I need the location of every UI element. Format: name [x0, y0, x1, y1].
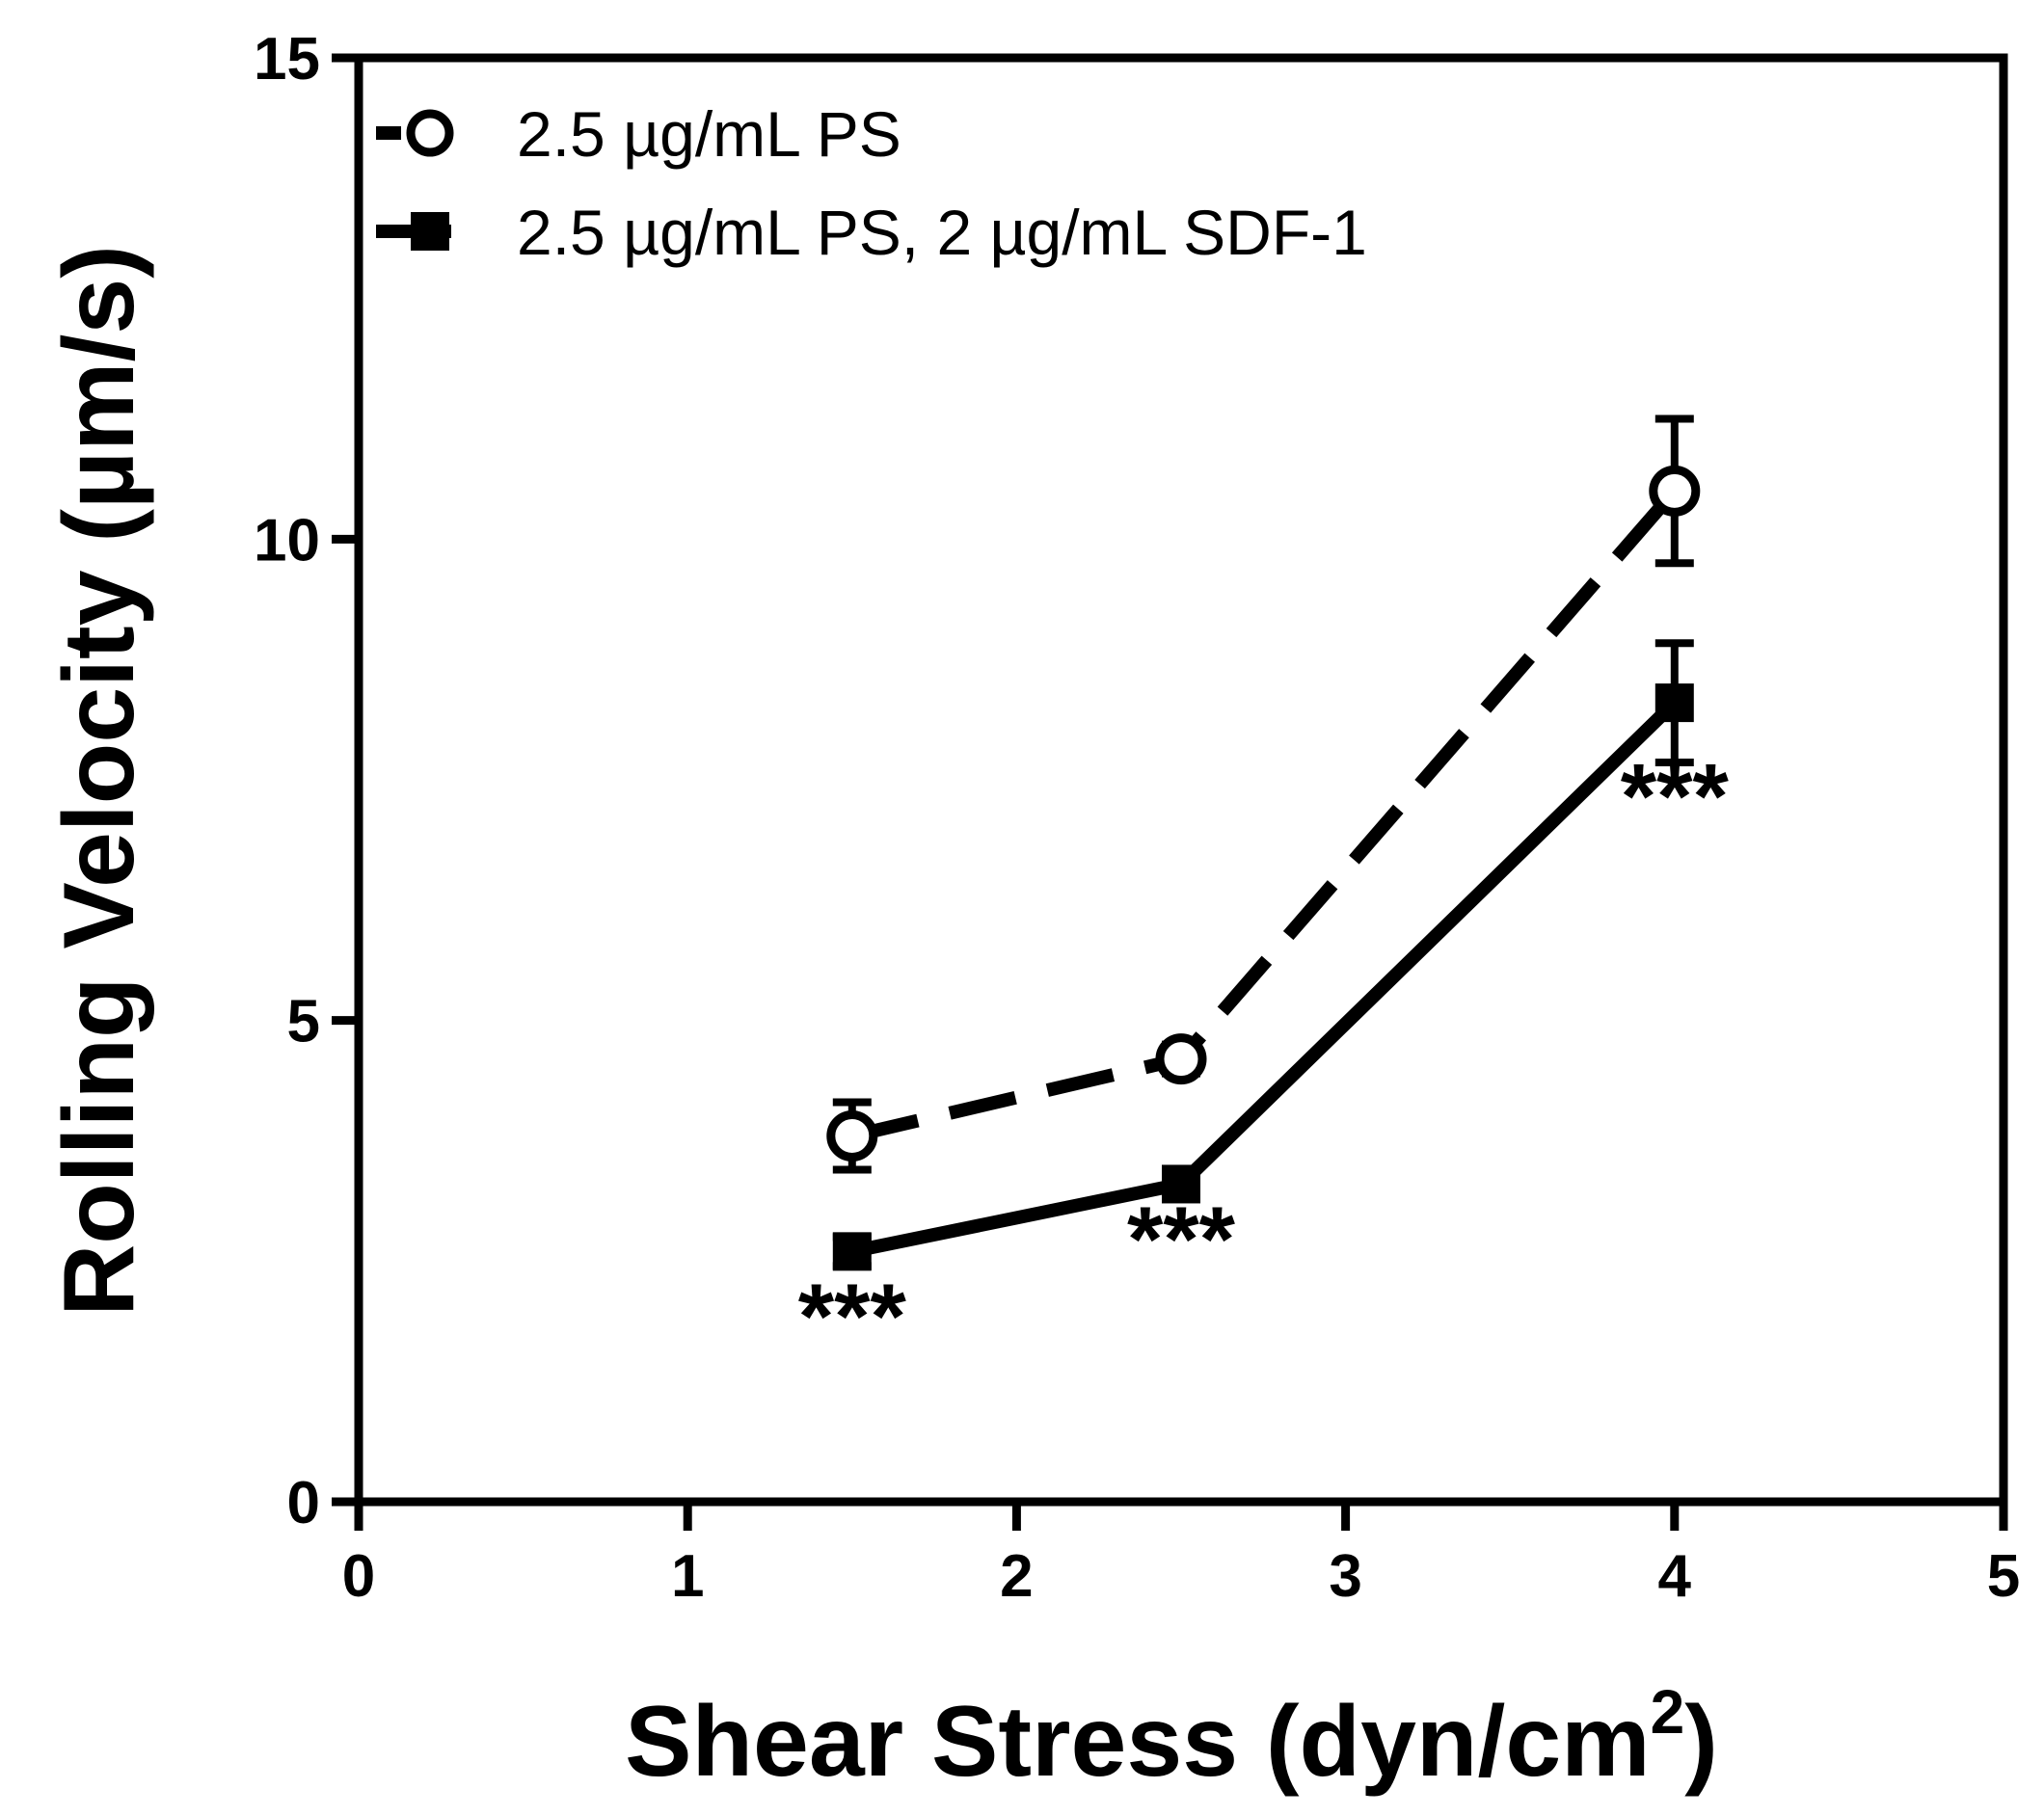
x-tick-label: 4 [1658, 1543, 1692, 1610]
data-point-square [1162, 1164, 1200, 1204]
significance-marker: *** [1127, 1188, 1236, 1291]
x-axis-title-end: ) [1684, 1686, 1718, 1798]
series-line [850, 698, 1680, 1259]
legend-square-marker [411, 212, 449, 251]
data-point-circle [1155, 1033, 1207, 1085]
x-axis-title: Shear Stress (dyn/cm2) [625, 1677, 1718, 1798]
y-tick-label: 10 [254, 507, 320, 574]
significance-annotations: *** *** *** [798, 745, 1730, 1368]
legend: 2.5 µg/mL PS 2.5 µg/mL PS, 2 µg/mL SDF-1 [376, 98, 1367, 268]
x-tick-label: 2 [1000, 1543, 1033, 1610]
legend-label: 2.5 µg/mL PS [517, 98, 901, 170]
x-tick-label: 0 [342, 1543, 375, 1610]
data-point-square [1654, 683, 1694, 723]
significance-marker: *** [1621, 745, 1730, 848]
axis-ticks: 0 1 2 3 4 5 0 5 10 15 [254, 26, 2020, 1610]
data-point-circle [826, 1110, 878, 1162]
legend-item-2: 2.5 µg/mL PS, 2 µg/mL SDF-1 [376, 197, 1367, 268]
x-tick-label: 3 [1329, 1543, 1361, 1610]
legend-label: 2.5 µg/mL PS, 2 µg/mL SDF-1 [517, 197, 1367, 268]
x-tick-label: 5 [1987, 1543, 2020, 1610]
y-tick-label: 15 [254, 26, 320, 93]
y-tick-label: 0 [287, 1470, 320, 1536]
series-1 [826, 414, 1701, 1174]
significance-marker: *** [798, 1265, 907, 1368]
series-line [850, 486, 1681, 1143]
data-point-square [832, 1232, 872, 1271]
legend-circle-marker [406, 109, 454, 157]
x-axis-title-superscript: 2 [1651, 1677, 1685, 1747]
x-tick-label: 1 [671, 1543, 704, 1610]
y-axis-title: Rolling Velocity (µm/s) [43, 245, 155, 1317]
series-2 [832, 639, 1694, 1271]
legend-item-1: 2.5 µg/mL PS [376, 98, 901, 170]
data-point-circle [1649, 465, 1701, 517]
y-tick-label: 5 [287, 989, 320, 1055]
data-series [826, 414, 1701, 1271]
